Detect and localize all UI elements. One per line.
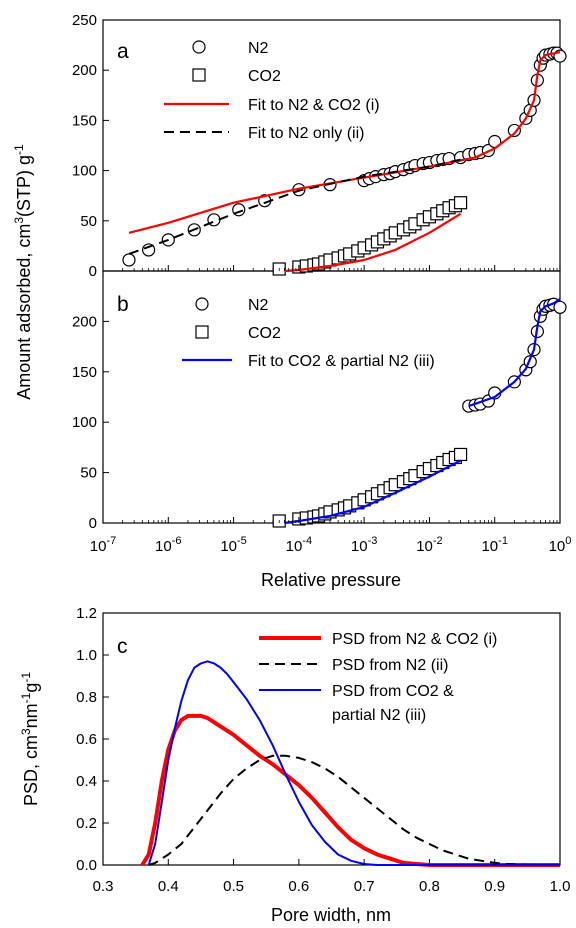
- panel-a-ytick-label: 0: [89, 263, 97, 280]
- panel-c-ytick-label: 0.4: [76, 773, 97, 790]
- legend-b-fit-iii-label: Fit to CO2 & partial N2 (iii): [248, 353, 435, 370]
- legend-c-i-label: PSD from N2 & CO2 (i): [332, 631, 497, 648]
- panel-b-n2-point: [553, 300, 567, 314]
- ab-xtick-label: 10-3: [351, 535, 377, 555]
- panel-a-n2-point: [507, 123, 521, 138]
- legend-b-n2-label: N2: [248, 297, 269, 314]
- legend-a-co2-label: CO2: [248, 68, 281, 85]
- panel-b-ytick-label: 150: [72, 364, 97, 381]
- panel-b-plot: [272, 297, 567, 528]
- panel-a-ytick-label: 50: [80, 213, 97, 230]
- panel-a-co2-point: [453, 196, 468, 210]
- legend-b: N2 CO2 Fit to CO2 & partial N2 (iii): [182, 297, 435, 370]
- legend-b-co2-label: CO2: [248, 325, 281, 342]
- panel-c-xtick-label: 0.6: [288, 878, 309, 895]
- panel-c-xtick-label: 0.8: [419, 878, 440, 895]
- panel-a-ytick-label: 100: [72, 163, 97, 180]
- panel-c-xtick-label: 0.5: [223, 878, 244, 895]
- panel-c-psd-from-n2-ii-line: [148, 754, 560, 866]
- panel-a-n2-point: [122, 253, 136, 267]
- legend-a-fit-i-label: Fit to N2 & CO2 (i): [248, 97, 380, 114]
- panel-c-xtick-label: 1.0: [550, 878, 571, 895]
- c-xlabel: Pore width, nm: [271, 905, 391, 925]
- panel-c-ytick-label: 0.8: [76, 689, 97, 706]
- panel-c-xtick-label: 0.7: [354, 878, 375, 895]
- panel-c-ytick-label: 0.2: [76, 815, 97, 832]
- ab-xtick-label: 10-5: [220, 535, 246, 555]
- panel-b-frame: [102, 270, 561, 524]
- legend-b-n2-marker: [195, 297, 209, 311]
- ab-xtick-label: 10-2: [416, 535, 442, 555]
- legend-c-iii-label-2: partial N2 (iii): [332, 707, 426, 724]
- panel-c-xtick-label: 0.9: [484, 878, 505, 895]
- panel-c-psd-from-n2-co2-i-line: [140, 713, 560, 867]
- panel-a-ytick-label: 200: [72, 62, 97, 79]
- ab-xlabel: Relative pressure: [261, 570, 401, 590]
- panel-b-co2-point: [453, 447, 468, 462]
- panel-a-ytick-label: 150: [72, 112, 97, 129]
- ab-xtick-label: 100: [549, 535, 572, 555]
- legend-a-n2-label: N2: [248, 40, 269, 57]
- panel-c-ytick-label: 1.0: [76, 647, 97, 664]
- panel-b-ytick-label: 200: [72, 313, 97, 330]
- panel-c-xtick-label: 0.3: [93, 878, 114, 895]
- ab-xtick-label: 10-4: [286, 535, 312, 555]
- legend-c: PSD from N2 & CO2 (i) PSD from N2 (ii) P…: [259, 631, 497, 724]
- panel-c-plot: [140, 660, 560, 867]
- panel-b-ytick-label: 100: [72, 414, 97, 431]
- tick-layer: 0 50 100 150 200 250 0 50 100 150 200 10-7 10-6 10-5 1…: [72, 12, 571, 895]
- panel-a-fit-to-n2-co2-i-line-0: [128, 51, 561, 234]
- panel-c-ytick-label: 1.2: [76, 605, 97, 622]
- ab-xtick-label: 10-1: [481, 535, 507, 555]
- panel-b-ytick-label: 50: [80, 465, 97, 482]
- panel-c-xtick-label: 0.4: [158, 878, 179, 895]
- panel-c-ytick-label: 0.0: [76, 857, 97, 874]
- c-ylabel: PSD, cm3nm-1g-1: [19, 672, 41, 806]
- panel-b-letter: b: [117, 293, 129, 316]
- panel-a-plot: [122, 46, 567, 276]
- panel-b-ytick-label: 0: [89, 515, 97, 532]
- panel-c-letter: c: [117, 635, 128, 658]
- panel-a-ytick-label: 250: [72, 12, 97, 29]
- legend-c-ii-label: PSD from N2 (ii): [332, 657, 448, 674]
- ab-xtick-label: 10-6: [155, 535, 181, 555]
- panel-a-letter: a: [117, 40, 129, 63]
- panel-a-fit-to-n2-only-ii-line-0: [128, 158, 461, 255]
- legend-b-co2-marker: [195, 325, 209, 339]
- legend-a: N2 CO2 Fit to N2 & CO2 (i) Fit to N2 onl…: [164, 40, 380, 142]
- panel-c-ytick-label: 0.6: [76, 731, 97, 748]
- panel-b-fit-to-co2-partial-n2-iii-line-1: [468, 298, 561, 408]
- legend-c-iii-label-1: PSD from CO2 &: [332, 683, 454, 700]
- ab-xtick-label: 10-7: [90, 535, 116, 555]
- ab-ylabel: Amount adsorbed, cm3(STP) g-1: [12, 144, 34, 400]
- panel-c-psd-from-co2-partial-n2-iii-line: [147, 660, 560, 866]
- legend-a-n2-marker: [192, 40, 206, 54]
- legend-a-fit-ii-label: Fit to N2 only (ii): [248, 125, 364, 142]
- legend-a-co2-marker: [192, 68, 206, 82]
